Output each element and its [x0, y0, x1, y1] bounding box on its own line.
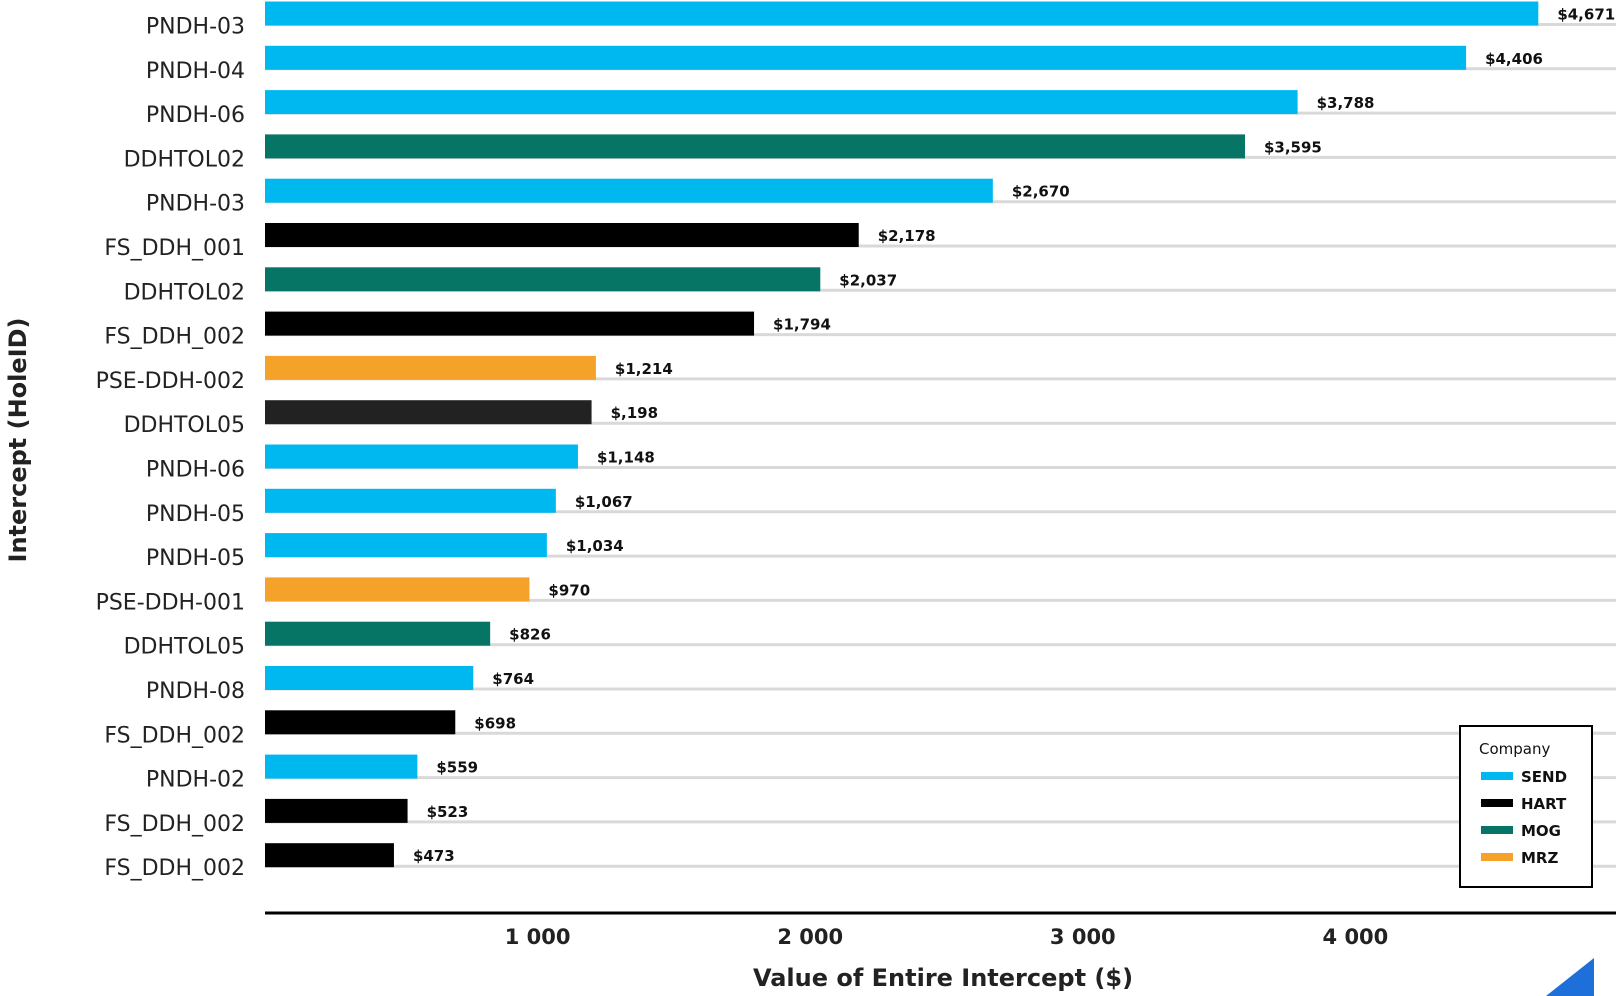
value-label: $3,595	[1264, 138, 1322, 156]
category-label: PNDH-03	[146, 15, 245, 40]
bar	[265, 1, 1539, 26]
bar	[265, 444, 578, 469]
category-label: PNDH-08	[146, 679, 245, 704]
value-label: $2,670	[1012, 183, 1070, 201]
category-label: PNDH-04	[146, 59, 245, 84]
bar	[265, 267, 821, 292]
value-label: $698	[474, 714, 516, 732]
bar	[265, 533, 547, 558]
value-label: $1,034	[566, 537, 624, 555]
bar	[265, 666, 474, 690]
value-label: $,198	[611, 404, 658, 422]
category-label: PNDH-06	[146, 458, 245, 483]
legend-entries: SEND HART MOG MRZ	[1481, 768, 1567, 867]
bar	[265, 134, 1245, 159]
value-label: $1,148	[597, 449, 655, 467]
category-label: FS_DDH_002	[104, 812, 245, 837]
value-label: $1,794	[773, 316, 831, 334]
bar	[265, 843, 394, 868]
value-label: $764	[492, 670, 534, 688]
bar	[265, 178, 993, 203]
legend-title: Company	[1479, 740, 1550, 758]
legend: Company SEND HART MOG MRZ	[1459, 725, 1593, 888]
x-tick-labels: 1 000 2 000 3 000 4 000	[505, 925, 1389, 949]
bar	[265, 710, 456, 735]
category-label: DDHTOL05	[124, 413, 245, 438]
value-label: $826	[509, 626, 551, 644]
value-label: $4,406	[1485, 50, 1543, 68]
bar-layer	[265, 1, 1539, 868]
x-tick-label: 4 000	[1323, 925, 1389, 949]
category-label: PNDH-03	[146, 192, 245, 217]
legend-swatch	[1481, 799, 1513, 807]
value-label: $559	[436, 759, 478, 777]
value-label: $1,214	[615, 360, 673, 378]
bar	[265, 577, 530, 602]
category-label: PSE-DDH-002	[96, 369, 245, 394]
bar	[265, 798, 408, 823]
y-axis-title: Intercept (HoleID)	[4, 318, 32, 563]
bar	[265, 355, 596, 380]
value-labels: $4,671 $4,406 $3,788 $3,595 $2,670 $2,178 $2,0…	[413, 6, 1615, 866]
value-label: $3,788	[1317, 94, 1375, 112]
legend-label: MOG	[1521, 822, 1561, 840]
category-label: FS_DDH_002	[104, 723, 245, 748]
bar	[265, 488, 556, 513]
value-label: $473	[413, 847, 455, 865]
x-tick-label: 1 000	[505, 925, 571, 949]
category-label: PNDH-06	[146, 103, 245, 128]
value-label: $1,067	[575, 493, 633, 511]
brand-logo-mark	[1546, 958, 1594, 996]
category-label: PNDH-05	[146, 546, 245, 571]
legend-swatch	[1481, 826, 1513, 834]
category-label: PNDH-05	[146, 502, 245, 527]
value-label: $2,037	[839, 271, 897, 289]
legend-label: HART	[1521, 795, 1567, 813]
bar	[265, 400, 592, 425]
category-label: DDHTOL05	[124, 635, 245, 660]
legend-label: SEND	[1521, 768, 1567, 786]
bar	[265, 90, 1298, 115]
bar	[265, 311, 755, 336]
category-label: PSE-DDH-001	[96, 590, 245, 615]
bar	[265, 621, 491, 646]
category-label: FS_DDH_002	[104, 856, 245, 881]
legend-label: MRZ	[1521, 849, 1558, 867]
bar	[265, 45, 1467, 70]
value-label: $2,178	[878, 227, 936, 245]
bar	[265, 754, 418, 779]
category-label: PNDH-02	[146, 768, 245, 793]
category-labels: PNDH-03 PNDH-04 PNDH-06 DDHTOL02 PNDH-03 FS_D…	[96, 15, 245, 882]
legend-swatch	[1481, 772, 1513, 780]
bar	[265, 223, 859, 247]
category-label: FS_DDH_001	[104, 236, 245, 261]
x-tick-label: 3 000	[1050, 925, 1116, 949]
value-label: $970	[548, 581, 590, 599]
x-axis-title: Value of Entire Intercept ($)	[753, 964, 1133, 992]
value-label: $523	[427, 803, 469, 821]
value-label: $4,671	[1557, 6, 1615, 24]
category-label: DDHTOL02	[124, 147, 245, 172]
legend-swatch	[1481, 853, 1513, 861]
x-tick-label: 2 000	[777, 925, 843, 949]
category-label: DDHTOL02	[124, 280, 245, 305]
category-label: FS_DDH_002	[104, 325, 245, 350]
